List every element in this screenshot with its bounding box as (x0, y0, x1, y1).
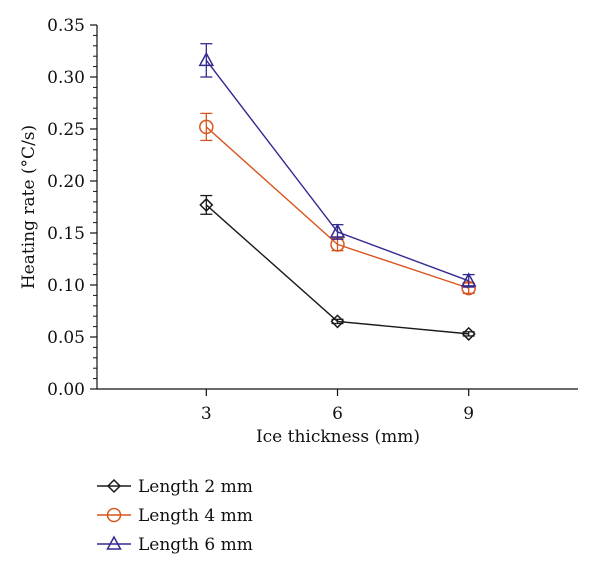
triangle-marker (460, 272, 477, 287)
series-1 (199, 194, 476, 341)
circle-marker (106, 507, 122, 523)
circle-marker (199, 119, 214, 135)
legend-item: Length 6 mm (97, 535, 253, 555)
x-tick-label: 3 (201, 404, 212, 424)
triangle-marker (198, 51, 215, 67)
y-tick-label: 0.30 (47, 68, 85, 88)
legend-item: Length 4 mm (97, 506, 253, 526)
diamond-marker (106, 478, 122, 494)
triangle-marker (329, 223, 346, 238)
plot-area (198, 43, 477, 341)
diamond-marker (199, 197, 214, 212)
x-tick-label: 6 (332, 404, 343, 424)
legend-item: Length 2 mm (97, 477, 253, 497)
diamond-marker (461, 326, 476, 341)
y-tick-label: 0.15 (47, 224, 85, 244)
x-axis-title: Ice thickness (mm) (256, 427, 420, 447)
y-tick-label: 0.35 (47, 16, 85, 36)
y-axis: 0.00 0.05 0.10 0.15 0.20 0.25 0.30 0.35 Heating… (19, 16, 98, 400)
series-3 (198, 43, 477, 288)
x-tick-label: 9 (463, 404, 474, 424)
y-tick-label: 0.25 (47, 120, 85, 140)
x-axis: 3 6 9 Ice thickness (mm) (97, 388, 578, 447)
diamond-marker (330, 314, 345, 329)
legend: Length 2 mm Length 4 mm Length 6 mm (97, 477, 253, 555)
y-tick-label: 0.00 (47, 380, 85, 400)
legend-label: Length 2 mm (138, 477, 253, 497)
legend-label: Length 4 mm (138, 506, 253, 526)
legend-label: Length 6 mm (138, 535, 253, 555)
triangle-marker (106, 535, 122, 550)
y-tick-label: 0.20 (47, 172, 85, 192)
y-tick-label: 0.10 (47, 276, 85, 296)
y-axis-title: Heating rate (°C/s) (19, 125, 39, 289)
series-line (205, 126, 469, 289)
y-tick-label: 0.05 (47, 328, 85, 348)
